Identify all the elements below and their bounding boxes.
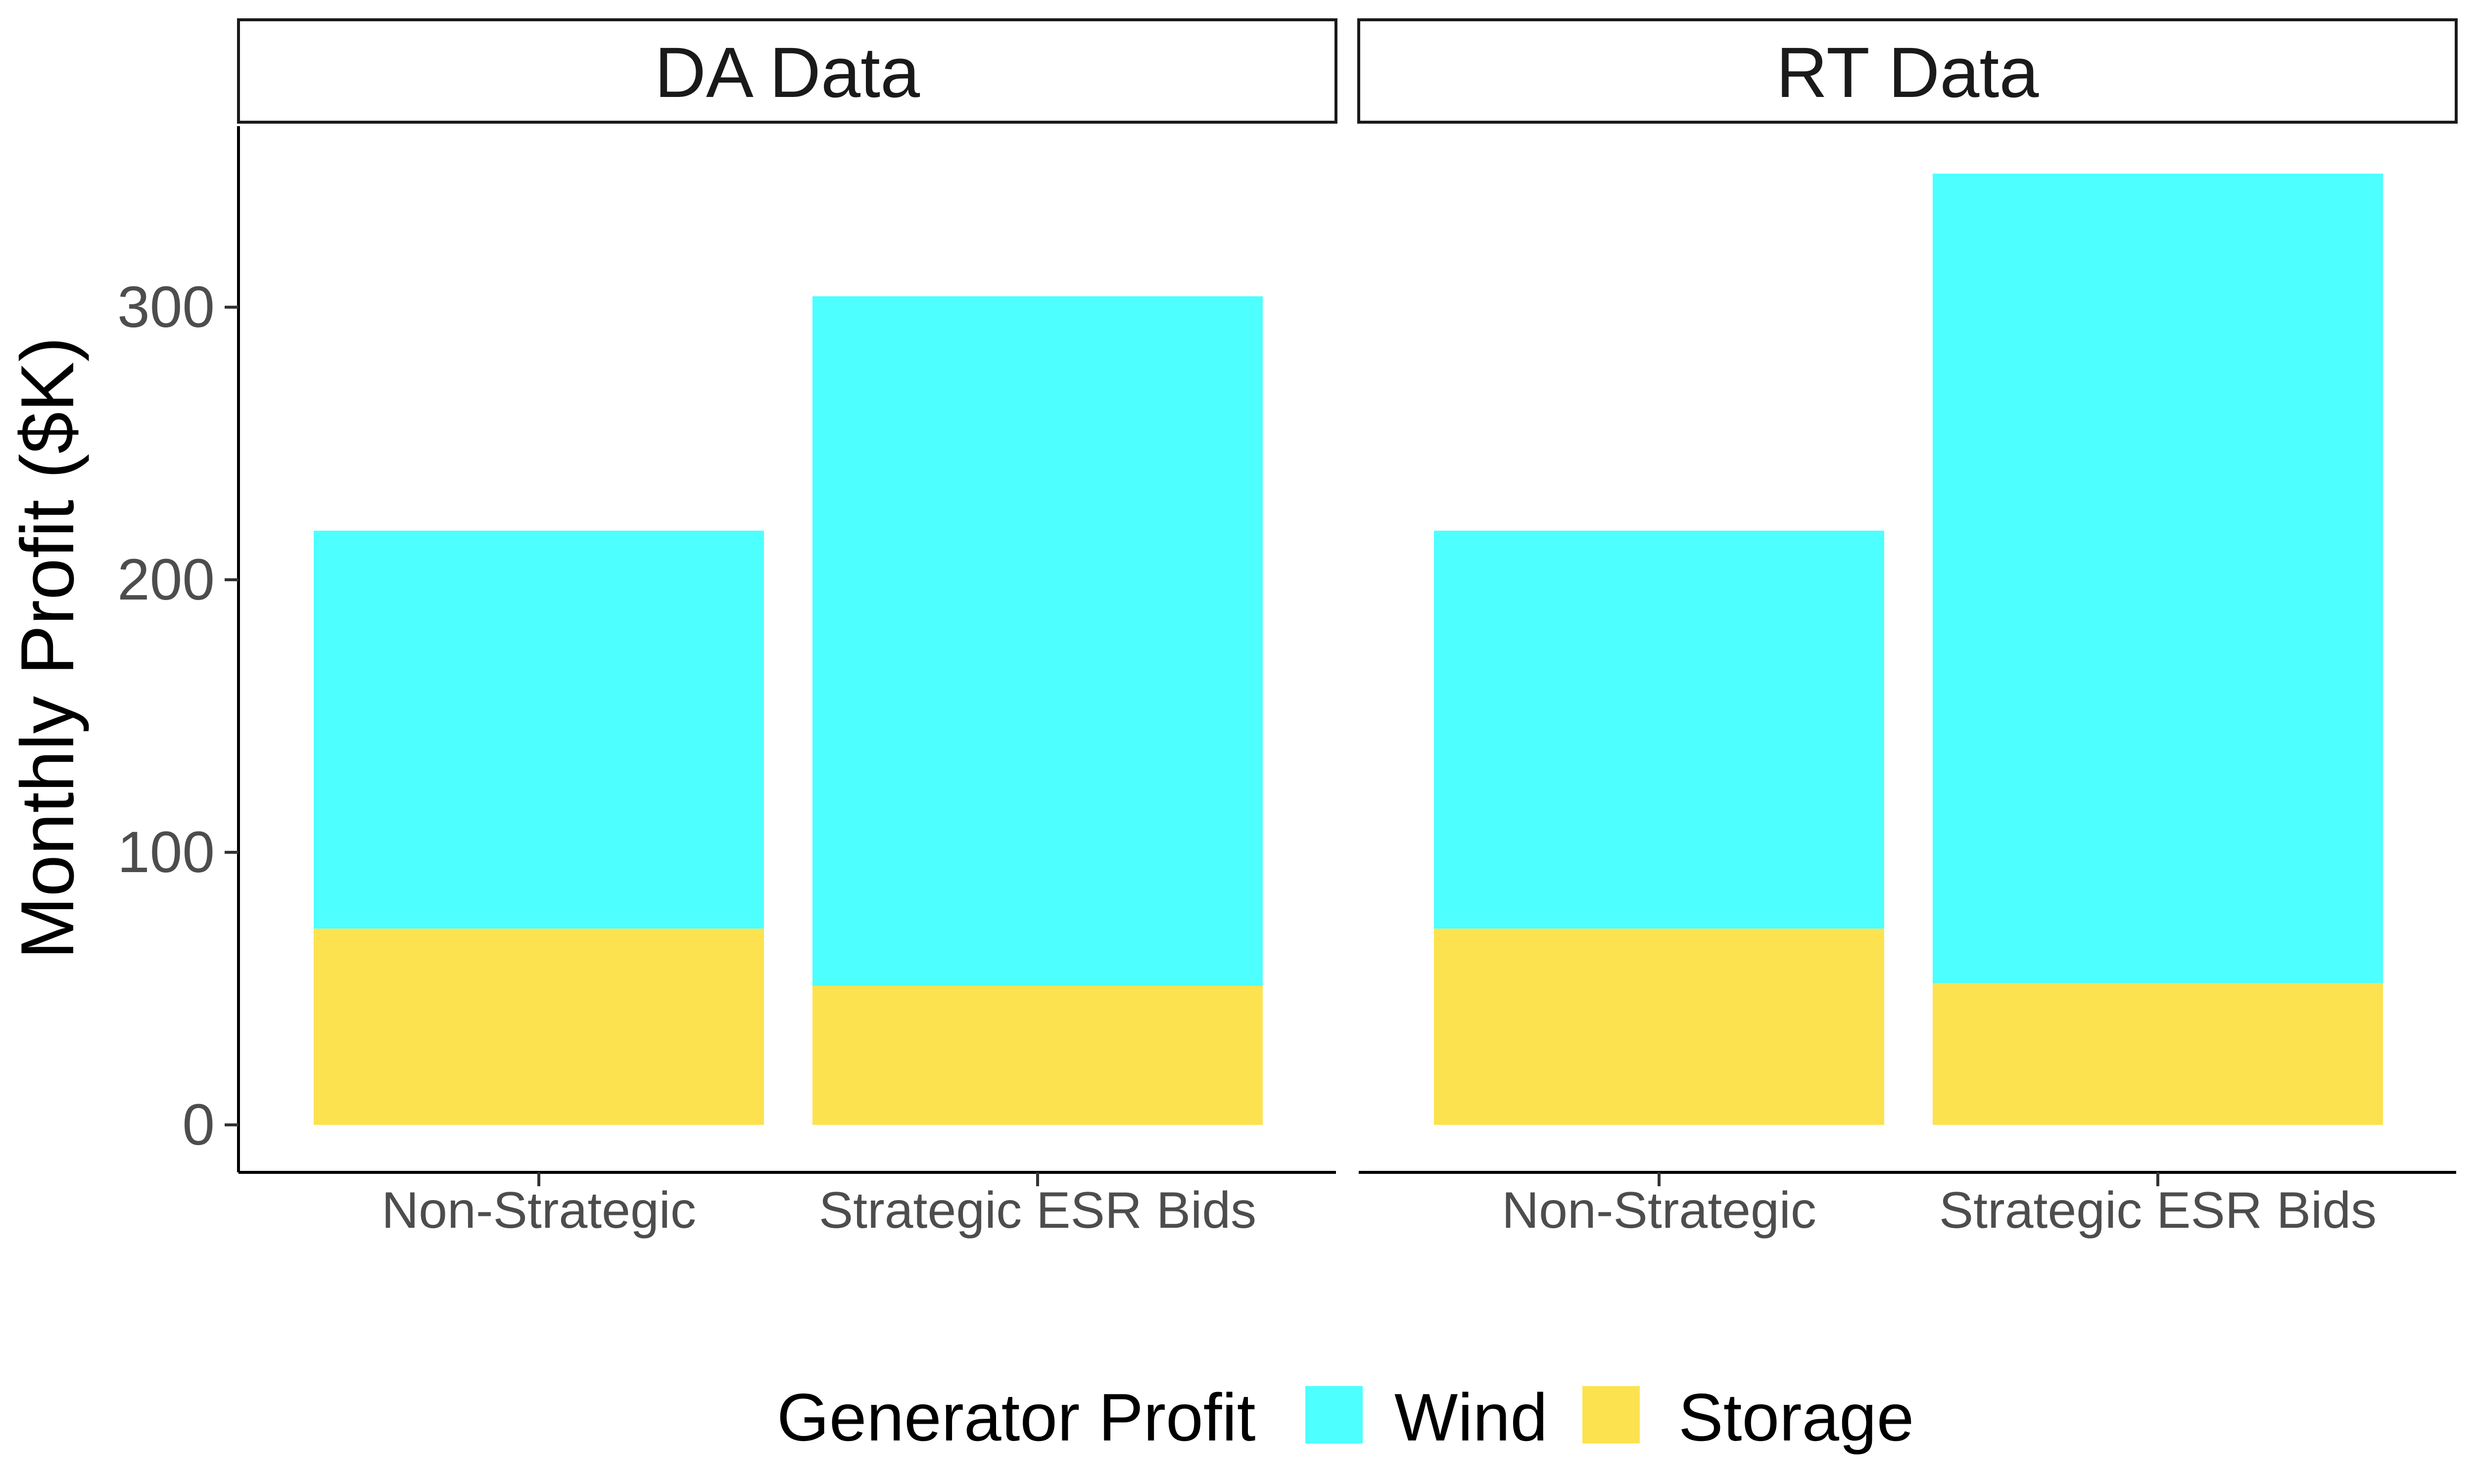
- panel-title-rt: RT Data: [1776, 33, 2040, 112]
- legend-title: Generator Profit: [777, 1380, 1256, 1455]
- y-axis-title: Monthly Profit ($K): [5, 337, 90, 960]
- bar-rt-strategic-esr-bids-storage: [1933, 983, 2383, 1125]
- bar-da-non-strategic-wind: [314, 530, 764, 929]
- x-tick-label: Strategic ESR Bids: [1939, 1182, 2377, 1239]
- y-tick-label: 0: [182, 1092, 215, 1158]
- legend-key-storage: [1582, 1386, 1640, 1443]
- legend-key-wind: [1305, 1386, 1363, 1443]
- bar-da-strategic-esr-bids-storage: [812, 985, 1263, 1125]
- bar-rt-non-strategic-storage: [1434, 928, 1884, 1125]
- panel-strip-da: [237, 18, 1337, 124]
- panel-da: DA Data Non-Strategic Strategic ESR Bids: [237, 18, 1337, 1239]
- bars-da: [314, 296, 1263, 1125]
- y-tick-label: 300: [117, 275, 215, 340]
- bar-da-non-strategic-storage: [314, 928, 764, 1125]
- x-ticks-da: Non-Strategic Strategic ESR Bids: [238, 1171, 1336, 1239]
- bar-rt-non-strategic-wind: [1434, 530, 1884, 929]
- x-tick-label: Non-Strategic: [1502, 1182, 1816, 1239]
- bars-rt: [1434, 174, 2383, 1125]
- legend: Generator Profit Wind Storage: [777, 1380, 1914, 1455]
- legend-label-storage: Storage: [1678, 1380, 1914, 1455]
- panel-strip-rt: [1357, 18, 2458, 124]
- y-axis: 0 100 200 300: [117, 126, 240, 1172]
- x-tick-label: Strategic ESR Bids: [819, 1182, 1256, 1239]
- bar-rt-strategic-esr-bids-wind: [1933, 174, 2383, 983]
- x-tick-label: Non-Strategic: [381, 1182, 696, 1239]
- panel-rt: RT Data Non-Strategic Strategic ESR Bids: [1357, 18, 2458, 1239]
- y-tick-label: 200: [117, 547, 215, 612]
- panel-title-da: DA Data: [655, 33, 920, 112]
- y-tick-label: 100: [117, 820, 215, 885]
- bar-da-strategic-esr-bids-wind: [812, 296, 1263, 986]
- x-ticks-rt: Non-Strategic Strategic ESR Bids: [1359, 1171, 2456, 1239]
- legend-label-wind: Wind: [1394, 1380, 1548, 1455]
